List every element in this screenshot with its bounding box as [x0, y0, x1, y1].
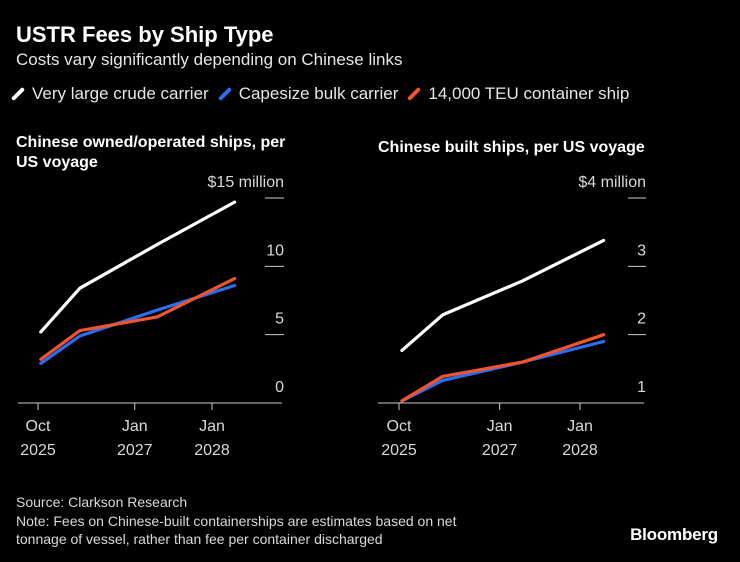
owned-ytick-label-0: 0 [275, 379, 284, 396]
source-note: Source: Clarkson Research [16, 494, 188, 510]
page-subtitle: Costs vary significantly depending on Ch… [16, 50, 403, 69]
owned-xtick-label-2-line1: Jan [199, 418, 225, 435]
built-series-capesize [400, 339, 606, 403]
owned-ytick-label-2: 10 [266, 242, 284, 259]
chart-title-owned-line1: Chinese owned/operated ships, per [16, 134, 286, 151]
built-ytick-label-3: $4 million [578, 174, 646, 191]
owned-series-vlcc [39, 200, 237, 334]
built-ytick-label-2: 3 [637, 242, 646, 259]
owned-xtick-label-0-line2: 2025 [20, 442, 56, 459]
bloomberg-logo: Bloomberg [630, 525, 718, 544]
owned-xtick-label-0-line1: Oct [26, 418, 51, 435]
chart-title-owned-line2: US voyage [16, 154, 98, 171]
built-series-vlcc [400, 238, 606, 352]
owned-ytick-label-3: $15 million [208, 174, 284, 191]
built-xtick-label-1-line1: Jan [487, 418, 513, 435]
chart-title-built-line1: Chinese built ships, per US voyage [378, 139, 645, 156]
built-xtick-label-2-line1: Jan [567, 418, 593, 435]
built-xtick-label-1-line2: 2027 [482, 442, 518, 459]
built-ytick-label-0: 1 [637, 379, 646, 396]
legend-label-capesize: Capesize bulk carrier [238, 84, 399, 103]
built-xtick-label-0-line1: Oct [387, 418, 412, 435]
owned-ytick-label-1: 5 [275, 311, 284, 328]
built-xtick-label-0-line2: 2025 [381, 442, 417, 459]
owned-series-container [39, 277, 237, 361]
built-xtick-label-2-line2: 2028 [562, 442, 598, 459]
legend-item-capesize: Capesize bulk carrier [217, 84, 399, 104]
chart-title-owned: Chinese owned/operated ships, per US voy… [16, 133, 285, 173]
built-series-container [400, 333, 606, 403]
legend-label-vlcc: Very large crude carrier [32, 84, 209, 103]
legend-item-container: 14,000 TEU container ship [407, 84, 630, 104]
footnote-line1: Note: Fees on Chinese-built containershi… [16, 513, 457, 529]
footnote-line2: tonnage of vessel, rather than fee per c… [16, 531, 383, 547]
legend-item-vlcc: Very large crude carrier [10, 84, 209, 104]
legend: Very large crude carrier Capesize bulk c… [10, 84, 643, 104]
chart-title-built: Chinese built ships, per US voyage [378, 138, 645, 158]
owned-xtick-label-1-line2: 2027 [117, 442, 153, 459]
owned-xtick-label-2-line2: 2028 [194, 442, 230, 459]
owned-xtick-label-1-line1: Jan [122, 418, 148, 435]
legend-label-container: 14,000 TEU container ship [428, 84, 630, 103]
built-ytick-label-1: 2 [637, 311, 646, 328]
page-title: USTR Fees by Ship Type [16, 22, 274, 47]
